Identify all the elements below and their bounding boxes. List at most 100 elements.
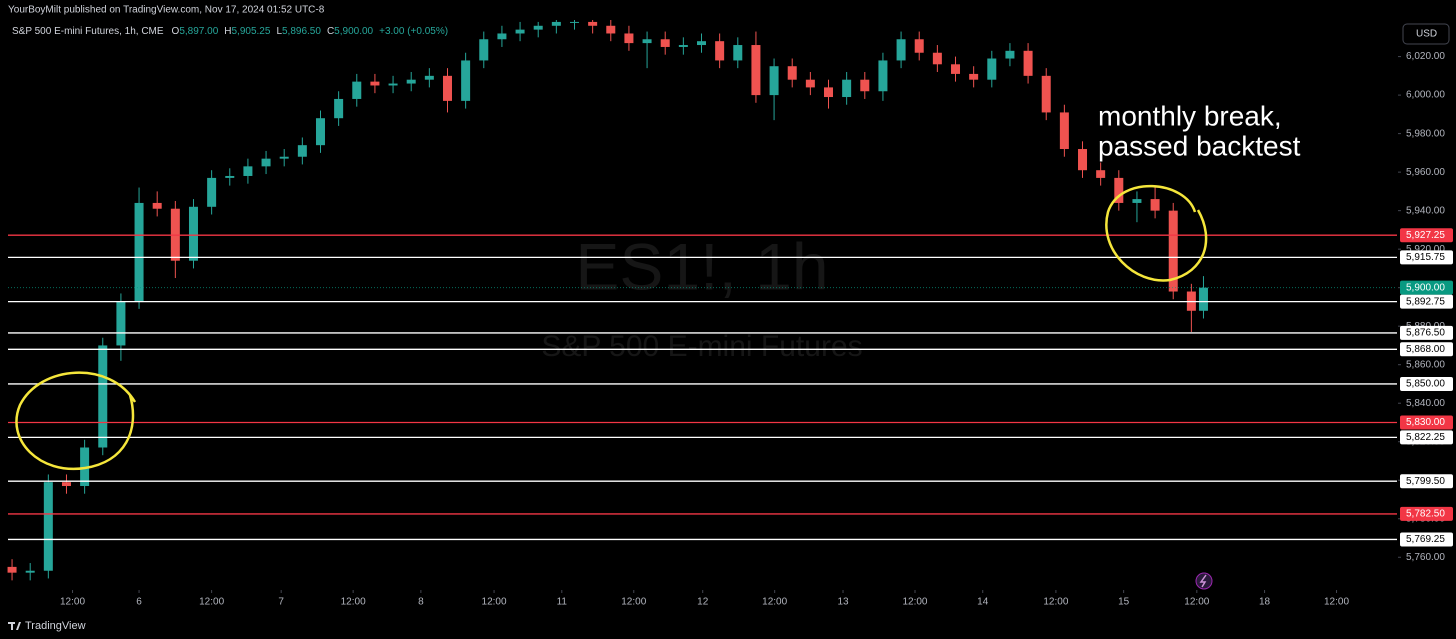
level-label-box [1400,325,1453,340]
x-tick-label: 12:00 [902,597,927,608]
x-tick-label: 12:00 [762,597,787,608]
candle-body [207,177,217,207]
footer-brand: TradingView [25,620,86,632]
candle-body [678,45,688,47]
levels: 5,927.25 5,915.75 5,892.75 5,876.50 5,868.00… [8,228,1453,547]
level-label: 5,868.00 [1406,344,1445,355]
y-tick-label: 5,980.00 [1406,128,1445,139]
level-label: 5,892.75 [1406,296,1445,307]
level-label-box [1400,430,1453,445]
candle-body [969,73,979,80]
y-tick-label: 5,860.00 [1406,359,1445,370]
x-tick-label: 12:00 [199,597,224,608]
legend-key: O [172,26,180,37]
candle-body [388,83,398,86]
watermark-subtitle: S&P 500 E-mini Futures [541,330,862,363]
level-label-box [1400,280,1453,295]
annotation: monthly break, [1098,100,1282,131]
x-tick-label: 12:00 [341,597,366,608]
candle-body [842,79,852,98]
legend-key: H [224,26,231,37]
x-tick-label: 12 [697,597,709,608]
x-tick-label: 15 [1118,597,1130,608]
candle-body [243,166,253,176]
candle-body [406,79,416,84]
candle-body [588,21,598,26]
x-tick-label: 12:00 [621,597,646,608]
legend-value: 5,896.50 [282,26,321,37]
candle-body [80,447,90,487]
legend-key: L [276,26,282,37]
candle-body [188,206,198,261]
level-label: 5,782.50 [1406,509,1445,520]
candle-body [878,60,888,92]
x-tick-label: 12:00 [482,597,507,608]
currency-button[interactable] [1402,23,1450,45]
legend-symbol: S&P 500 E-mini Futures, 1h, CME [12,26,164,37]
candle-body [279,156,289,159]
candle-body [769,66,779,96]
level-label-box [1400,342,1453,357]
currency[interactable]: USD [1416,29,1437,40]
x-tick-label: 6 [136,597,142,608]
candle-body [497,33,507,40]
candle-body [697,41,706,46]
y-tick-label: 5,840.00 [1406,398,1445,409]
candle-body [951,64,961,74]
y-tick-label: 5,760.00 [1406,552,1445,563]
annotation: passed backtest [1098,130,1301,161]
candle-body [642,39,652,44]
y-tick-label: 6,000.00 [1406,90,1445,101]
candle-body [442,75,452,101]
highlight-circle [1105,184,1208,282]
candle-body [987,58,997,80]
highlight-circle [15,371,137,471]
level-label: 5,876.50 [1406,328,1445,339]
candle-body [569,21,579,23]
level-label-box [1400,294,1453,309]
candle-body [751,45,761,96]
x-tick-label: 13 [837,597,849,608]
candle-body [134,202,144,302]
level-label: 5,850.00 [1406,379,1445,390]
attribution: YourBoyMilt published on TradingView.com… [8,5,325,16]
candle-body [1198,287,1208,311]
candle-body [551,21,561,26]
candle-body [225,175,235,178]
candle-body [624,33,634,44]
candle-body [515,29,525,34]
candle-body [334,98,344,119]
x-tick-label: 12:00 [1324,597,1349,608]
level-label: 5,830.00 [1406,417,1445,428]
x-tick-label: 18 [1259,597,1271,608]
candle-body [606,25,616,34]
candle-body [896,39,906,61]
x-tick-label: 11 [557,597,568,608]
level-label-box [1400,228,1453,243]
x-tick-label: 14 [977,597,989,608]
level-label-box [1400,415,1453,430]
legend-change: +3.00 (+0.05%) [379,26,448,37]
level-label: 5,769.25 [1406,534,1445,545]
footer [0,614,1456,639]
candle-body [297,145,307,157]
candle-body [715,41,725,61]
candle-body [116,301,126,346]
candle-body [315,118,325,146]
level-label-box [1400,376,1453,391]
tv-logo [8,622,21,630]
candle-body [1168,210,1178,292]
level-label: 5,822.25 [1406,432,1445,443]
legend: S&P 500 E-mini Futures, 1h, CME O5,897.00… [12,26,448,37]
y-tick-label: 5,920.00 [1406,244,1445,255]
alert-icon[interactable] [1195,572,1213,590]
candle-body [352,81,362,99]
candle-body [1096,170,1106,178]
candle-body [805,79,815,88]
candle-body [1023,50,1033,76]
candle-body [1041,75,1051,113]
level-label: 5,799.50 [1406,476,1445,487]
